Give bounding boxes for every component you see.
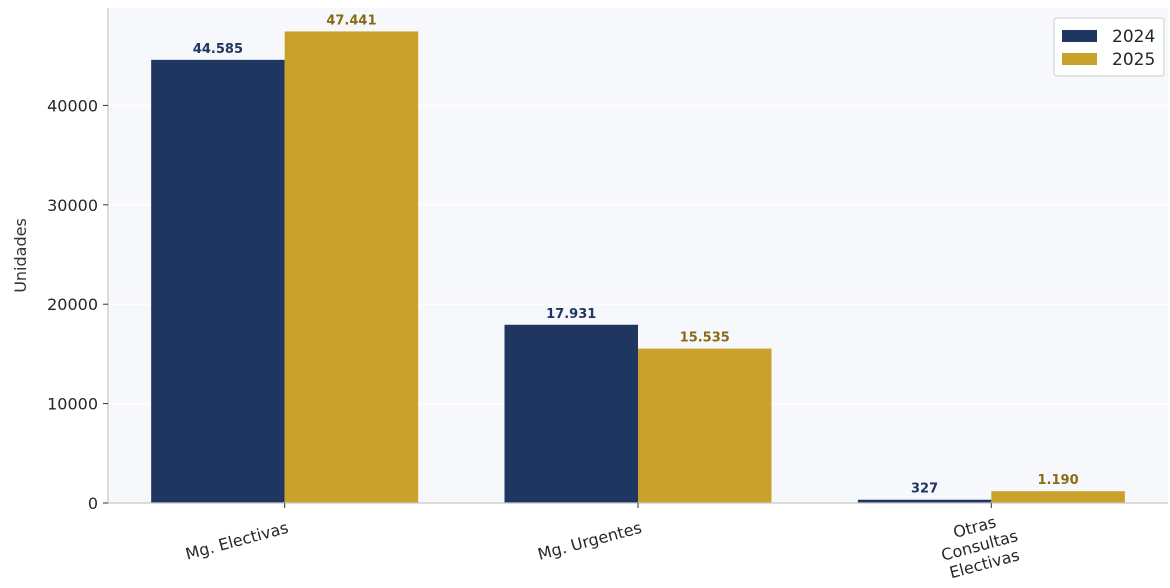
bars [151, 31, 1125, 504]
legend-label: 2025 [1112, 50, 1155, 70]
x-tick-label-line: Mg. Urgentes [536, 518, 644, 564]
bar [284, 31, 419, 504]
y-axis-label: Unidades [11, 218, 30, 293]
bar [151, 59, 285, 503]
value-label: 44.585 [193, 42, 243, 57]
x-tick-label-line: Mg. Electivas [183, 518, 290, 564]
bar [857, 499, 992, 503]
bar [991, 491, 1125, 503]
bar [638, 348, 772, 503]
legend-swatch [1062, 53, 1097, 65]
value-label: 327 [911, 482, 938, 497]
bar [504, 324, 638, 503]
legend-label: 2024 [1112, 27, 1155, 47]
x-tick-label: Mg. Urgentes [536, 518, 644, 564]
y-tick-label: 20000 [47, 295, 98, 314]
legend: 2024 2025 [1053, 17, 1165, 77]
value-label: 17.931 [546, 307, 596, 322]
value-label: 15.535 [680, 331, 730, 346]
x-tick-label: Mg. Electivas [183, 518, 290, 564]
y-tick-label: 10000 [47, 395, 98, 414]
legend-swatch [1062, 30, 1097, 42]
y-tick-label: 30000 [47, 196, 98, 215]
y-ticks: 0 10000 20000 30000 40000 [47, 96, 108, 513]
x-ticks: Mg. Electivas Mg. Urgentes OtrasConsultasE… [183, 503, 1021, 582]
y-tick-label: 0 [88, 494, 98, 513]
y-tick-label: 40000 [47, 96, 98, 115]
value-labels: 44.585 47.441 17.931 15.535 327 1.190 [193, 13, 1079, 496]
value-label: 1.190 [1038, 473, 1079, 488]
value-label: 47.441 [326, 13, 376, 28]
